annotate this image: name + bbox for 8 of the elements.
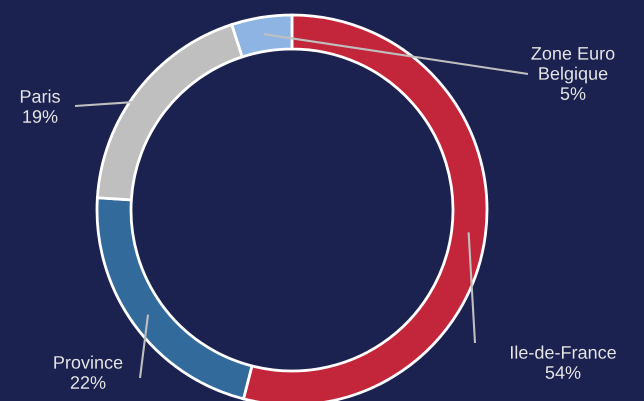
data-label: 54% bbox=[546, 366, 580, 379]
data-label: 19% bbox=[23, 110, 58, 123]
slice-label: Paris bbox=[20, 90, 60, 103]
slice-label: Province bbox=[54, 356, 122, 369]
slice-label: Zone Euro Belgique bbox=[531, 47, 614, 84]
slice-label: Ile-de-France bbox=[510, 346, 616, 359]
data-label: 22% bbox=[70, 376, 106, 389]
data-label: 5% bbox=[560, 87, 586, 100]
